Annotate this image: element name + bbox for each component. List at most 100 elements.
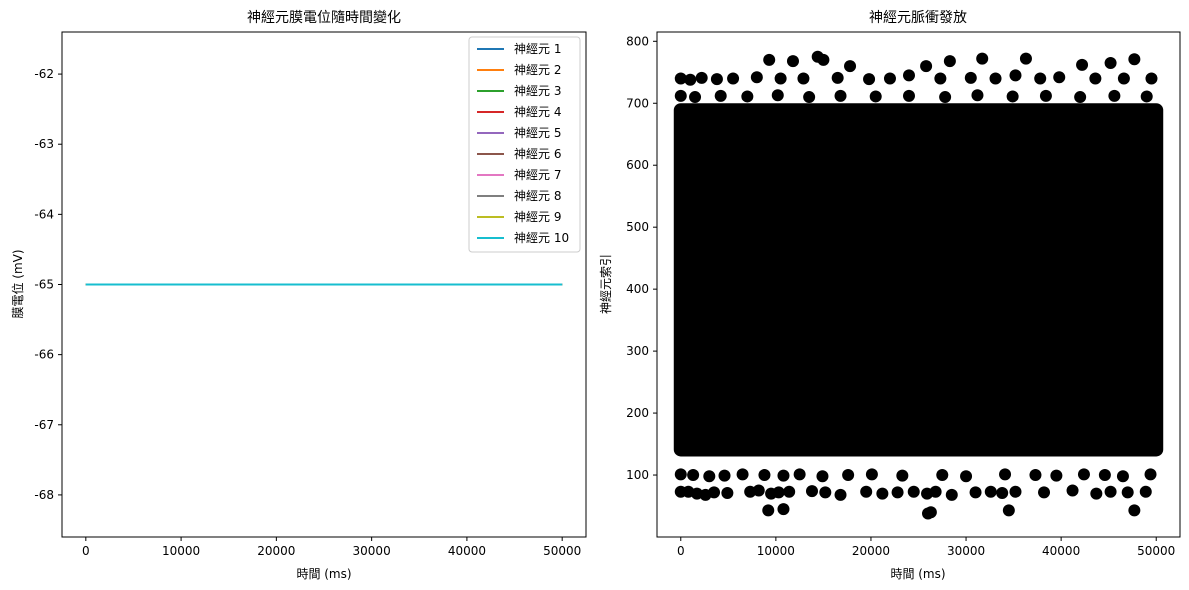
- y-tick-label: -65: [34, 278, 54, 292]
- spike-raster-chart-title: 神經元脈衝發放: [869, 10, 967, 26]
- spike-point: [907, 485, 920, 498]
- spike-point: [1076, 58, 1089, 71]
- spike-point: [969, 486, 982, 499]
- x-tick-label: 50000: [543, 544, 581, 558]
- spike-point: [763, 53, 776, 66]
- spike-point: [945, 488, 958, 501]
- spike-point: [1128, 504, 1141, 517]
- y-tick-label: -62: [34, 67, 54, 81]
- spike-point: [960, 470, 973, 483]
- spike-point: [777, 503, 790, 516]
- spike-point: [708, 486, 721, 499]
- spike-point: [891, 486, 904, 499]
- spike-point: [1009, 69, 1022, 82]
- spike-point: [876, 487, 889, 500]
- spike-raster-y-label: 神經元索引: [599, 254, 613, 314]
- spike-point: [771, 89, 784, 102]
- spike-point: [710, 73, 723, 86]
- y-tick-label: 700: [626, 96, 649, 110]
- legend-label: 神經元 1: [514, 42, 561, 56]
- x-tick-label: 20000: [257, 544, 295, 558]
- spike-point: [1104, 56, 1117, 69]
- spike-point: [762, 504, 775, 517]
- spike-point: [695, 71, 708, 84]
- spike-point: [674, 468, 687, 481]
- membrane-potential-axis-ticks: 0 10000 20000 30000 40000 50000 -62 -63 -64 -65 -6…: [34, 67, 581, 558]
- x-tick-label: 50000: [1137, 544, 1175, 558]
- spike-point: [687, 469, 700, 482]
- spike-point: [758, 469, 771, 482]
- spike-point: [817, 53, 830, 66]
- spike-point: [1034, 72, 1047, 85]
- spike-point: [869, 90, 882, 103]
- spike-point: [834, 89, 847, 102]
- spike-point: [772, 486, 785, 499]
- spike-point: [1053, 71, 1066, 84]
- legend-label: 神經元 6: [514, 147, 561, 161]
- y-tick-label: -66: [34, 348, 54, 362]
- spike-point: [1098, 469, 1111, 482]
- spike-point: [1139, 485, 1152, 498]
- x-tick-label: 0: [82, 544, 90, 558]
- spike-point: [1145, 72, 1158, 85]
- spike-point: [1039, 89, 1052, 102]
- spike-point: [936, 469, 949, 482]
- spike-raster-points: [673, 50, 1164, 520]
- y-tick-label: -64: [34, 207, 54, 221]
- legend-label: 神經元 9: [514, 210, 561, 224]
- spike-point: [752, 484, 765, 497]
- x-tick-label: 10000: [162, 544, 200, 558]
- spike-point: [1090, 487, 1103, 500]
- spike-point: [1019, 52, 1032, 65]
- spike-point: [750, 71, 763, 84]
- legend-label: 神經元 3: [514, 84, 561, 98]
- spike-dense-region: [673, 103, 1164, 457]
- spike-point: [783, 485, 796, 498]
- spike-point: [865, 468, 878, 481]
- spike-raster-frame: [656, 31, 1181, 538]
- y-tick-label: 500: [626, 220, 649, 234]
- spike-point: [736, 468, 749, 481]
- spike-point: [902, 89, 915, 102]
- spike-point: [727, 72, 740, 85]
- spike-point: [1009, 485, 1022, 498]
- spike-point: [1117, 72, 1130, 85]
- spike-point: [964, 71, 977, 84]
- spike-point: [721, 487, 734, 500]
- y-tick-label: 200: [626, 406, 649, 420]
- spike-point: [1050, 469, 1063, 482]
- spike-point: [803, 91, 816, 104]
- spike-point: [1121, 486, 1134, 499]
- spike-point: [924, 506, 937, 519]
- spike-point: [674, 89, 687, 102]
- spike-point: [943, 55, 956, 68]
- legend-label: 神經元 7: [514, 168, 561, 182]
- spike-point: [996, 487, 1009, 500]
- x-tick-label: 10000: [757, 544, 795, 558]
- y-tick-label: -67: [34, 418, 54, 432]
- spike-raster-axis-ticks: 0 10000 20000 30000 40000 50000 100 200 300 400 50…: [626, 34, 1175, 558]
- y-tick-label: 600: [626, 158, 649, 172]
- spike-point: [842, 469, 855, 482]
- legend-label: 神經元 8: [514, 189, 561, 203]
- spike-point: [971, 89, 984, 102]
- spike-point: [786, 55, 799, 68]
- x-tick-label: 40000: [1042, 544, 1080, 558]
- x-tick-label: 20000: [852, 544, 890, 558]
- spike-point: [777, 469, 790, 482]
- spike-point: [920, 60, 933, 73]
- y-tick-label: 300: [626, 344, 649, 358]
- spike-point: [1104, 485, 1117, 498]
- y-tick-label: 100: [626, 468, 649, 482]
- y-tick-label: -68: [34, 488, 54, 502]
- membrane-potential-x-label: 時間 (ms): [296, 567, 351, 581]
- legend-label: 神經元 4: [514, 105, 561, 119]
- spike-point: [1140, 90, 1153, 103]
- spike-raster-chart: 神經元脈衝發放 時間 (ms) 神經元索引 0 10000 20000 30000 40…: [599, 10, 1181, 581]
- spike-point: [834, 488, 847, 501]
- spike-point: [831, 71, 844, 84]
- spike-point: [1006, 90, 1019, 103]
- spike-point: [793, 468, 806, 481]
- spike-point: [934, 72, 947, 85]
- spike-point: [674, 72, 687, 85]
